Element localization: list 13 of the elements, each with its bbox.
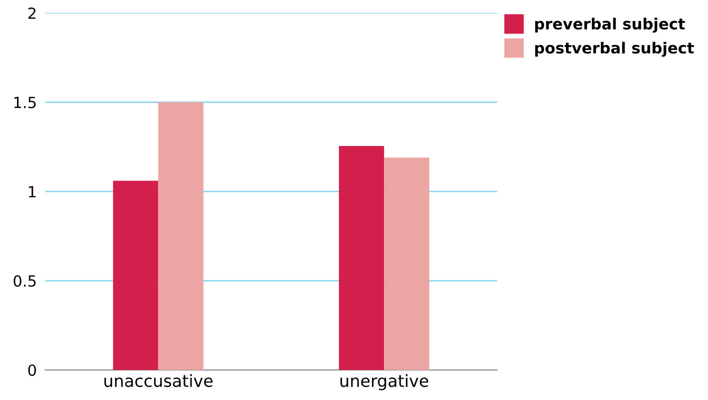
bar <box>113 180 158 370</box>
bar <box>338 146 384 370</box>
bar <box>158 102 204 370</box>
legend-label: postverbal subject <box>535 42 694 57</box>
x-tick-label: unaccusative <box>104 374 213 388</box>
y-tick-label: 0 <box>28 364 36 376</box>
bar <box>384 158 430 370</box>
legend-label: preverbal subject <box>535 18 685 33</box>
x-tick-label: unergative <box>340 374 428 390</box>
y-tick-label: 0.5 <box>14 275 36 287</box>
y-tick-label: 1 <box>28 186 36 198</box>
y-tick-label: 1.5 <box>14 96 36 108</box>
y-tick-label: 2 <box>28 7 36 19</box>
